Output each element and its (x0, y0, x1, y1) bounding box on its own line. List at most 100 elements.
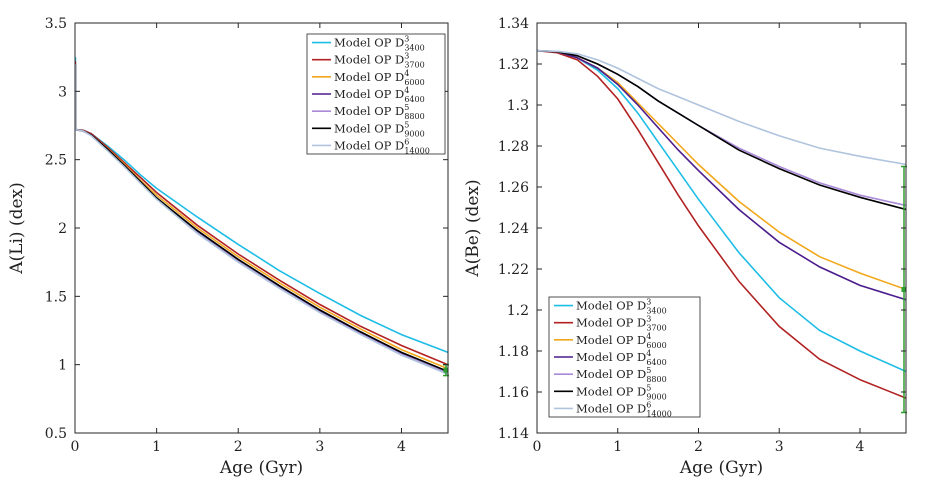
legend-subscript: 14000 (404, 146, 429, 155)
x-tick-label: 2 (694, 439, 703, 455)
legend-name: Model OP D (576, 367, 646, 381)
y-tick-label: 1 (58, 358, 67, 374)
legend-label: Model OP D3 3400 (334, 35, 425, 53)
series-line-3700 (537, 49, 906, 399)
legend-entry: Model OP D5 9000 (554, 383, 667, 401)
legend-subscript: 9000 (404, 129, 424, 138)
legend-subscript: 6400 (646, 358, 666, 367)
legend-subscript: 8800 (404, 112, 424, 121)
legend-entry: Model OP D3 3700 (554, 315, 667, 333)
series-line-6000 (537, 49, 906, 291)
x-tick-label: 4 (397, 439, 406, 455)
legend-name: Model OP D (576, 384, 646, 398)
legend-subscript: 3400 (404, 44, 424, 53)
legend-superscript: 4 (646, 332, 651, 341)
legend-superscript: 3 (404, 35, 409, 44)
legend-name: Model OP D (334, 121, 404, 135)
legend-entry: Model OP D5 9000 (312, 120, 425, 138)
legend-name: Model OP D (576, 401, 646, 415)
series-line-3700 (75, 128, 448, 366)
observation-point (901, 287, 907, 292)
legend-subscript: 14000 (646, 409, 671, 418)
legend-entry: Model OP D3 3400 (312, 35, 425, 53)
legend-label: Model OP D6 14000 (576, 400, 672, 418)
y-axis-label: A(Be) (dex) (463, 179, 483, 277)
x-tick-label: 2 (234, 439, 243, 455)
legend-label: Model OP D3 3400 (576, 298, 667, 316)
series-line-8800 (537, 49, 906, 207)
legend-superscript: 3 (404, 52, 409, 61)
legend-superscript: 3 (646, 315, 651, 324)
legend-name: Model OP D (334, 70, 404, 84)
y-tick-label: 3 (58, 84, 67, 100)
legend-entry: Model OP D5 8800 (312, 103, 425, 121)
y-tick-label: 1.14 (498, 426, 529, 442)
legend-entry: Model OP D4 6400 (554, 349, 667, 367)
x-tick-label: 1 (613, 439, 622, 455)
y-tick-label: 1.3 (507, 98, 529, 114)
y-tick-label: 1.26 (498, 180, 529, 196)
ticks: 0 1 2 3 4 0.5 1 1.5 2 2.5 3 3.5 (45, 16, 448, 455)
legend-label: Model OP D4 6000 (334, 69, 425, 87)
legend-subscript: 3700 (646, 324, 666, 333)
legend-superscript: 6 (404, 137, 409, 146)
legend-name: Model OP D (576, 350, 646, 364)
legend-entry: Model OP D5 8800 (554, 366, 667, 384)
ticks: 0 1 2 3 4 1.14 1.16 1.18 1.2 1.22 1.24 1.26 1.28 1.3 1… (498, 16, 906, 455)
legend-entry: Model OP D6 14000 (312, 137, 430, 155)
y-tick-label: 0.5 (45, 426, 67, 442)
legend-name: Model OP D (334, 104, 404, 118)
legend-label: Model OP D3 3700 (576, 315, 667, 333)
y-tick-label: 1.2 (507, 303, 529, 319)
series-line-9000 (537, 49, 906, 211)
legend-box (548, 296, 701, 418)
y-tick-label: 1.18 (498, 344, 529, 360)
legend-label: Model OP D3 3700 (334, 52, 425, 70)
y-tick-label: 2.5 (45, 153, 67, 169)
x-tick-label: 4 (856, 439, 865, 455)
y-tick-label: 1.32 (498, 57, 529, 73)
legend-subscript: 9000 (646, 392, 666, 401)
legend-entry: Model OP D4 6000 (312, 69, 425, 87)
legend-label: Model OP D5 8800 (576, 366, 667, 384)
y-tick-label: 1.5 (45, 289, 67, 305)
legend-label: Model OP D4 6400 (576, 349, 667, 367)
y-tick-label: 2 (58, 221, 67, 237)
x-tick-label: 0 (533, 439, 542, 455)
y-tick-label: 3.5 (45, 16, 67, 32)
legend-superscript: 5 (646, 366, 651, 375)
legend-entry: Model OP D4 6400 (312, 86, 425, 104)
x-axis-label: Age (Gyr) (679, 458, 763, 478)
legend-superscript: 5 (646, 383, 651, 392)
legend-label: Model OP D5 8800 (334, 103, 425, 121)
legend-label: Model OP D5 9000 (576, 383, 667, 401)
series-line-14000 (75, 128, 448, 375)
x-axis-label: Age (Gyr) (219, 458, 303, 478)
legend-label: Model OP D4 6000 (576, 332, 667, 350)
legend-name: Model OP D (576, 316, 646, 330)
series-line-14000 (537, 49, 906, 166)
legend-subscript: 3700 (404, 61, 424, 70)
series-group (537, 49, 906, 399)
y-axis-label: A(Li) (dex) (7, 182, 27, 274)
legend-subscript: 8800 (646, 375, 666, 384)
y-tick-label: 1.34 (498, 16, 529, 32)
y-tick-label: 1.28 (498, 139, 529, 155)
legend-name: Model OP D (334, 138, 404, 152)
legend-superscript: 6 (646, 400, 651, 409)
chart-2: 0 1 2 3 4 1.14 1.16 1.18 1.2 1.22 1.24 1.26 1.28 1.3 1… (463, 16, 907, 478)
observation-point (443, 367, 449, 373)
legend-superscript: 4 (404, 86, 409, 95)
legend-superscript: 4 (646, 349, 651, 358)
legend-superscript: 5 (404, 120, 409, 129)
legend-subscript: 3400 (646, 307, 666, 316)
legend-name: Model OP D (576, 299, 646, 313)
legend-entry: Model OP D6 14000 (554, 400, 672, 418)
legend-superscript: 5 (404, 103, 409, 112)
x-tick-label: 3 (315, 439, 324, 455)
legend-label: Model OP D6 14000 (334, 137, 430, 155)
series-line-6400 (537, 49, 906, 301)
legend-name: Model OP D (334, 53, 404, 67)
